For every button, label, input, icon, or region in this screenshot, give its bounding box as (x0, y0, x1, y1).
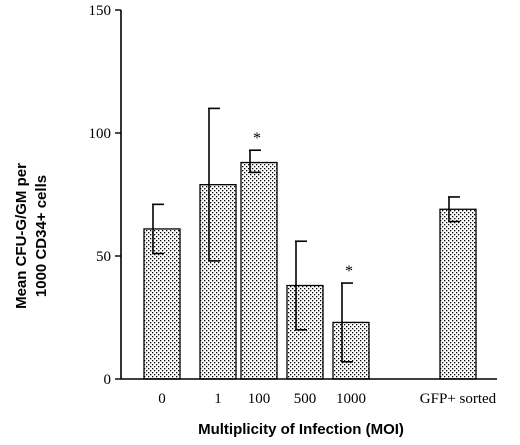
error-bars: ** (152, 107, 460, 363)
y-axis-title-line2: 1000 CD34+ cells (33, 175, 50, 297)
x-tick-label-4: 1000 (336, 391, 366, 407)
x-axis-title: Multiplicity of Infection (MOI) (198, 421, 404, 438)
bar-2 (240, 161, 278, 380)
y-axis: 0 50 100 150 (89, 3, 122, 388)
y-axis-title-line1: Mean CFU-G/GM per (13, 163, 30, 309)
x-tick-label-2: 100 (248, 391, 271, 407)
bar-5 (439, 208, 477, 380)
x-tick-label-1: 1 (214, 391, 222, 407)
y-tick-label-150: 150 (89, 3, 112, 19)
y-tick-label-100: 100 (89, 126, 112, 142)
bar-1 (199, 184, 237, 380)
x-tick-label-5: GFP+ sorted (420, 391, 497, 407)
y-axis-title: Mean CFU-G/GM per 1000 CD34+ cells (13, 163, 50, 309)
bar-0 (143, 228, 181, 380)
significance-marker-4: * (345, 263, 353, 280)
y-tick-label-0: 0 (104, 372, 112, 388)
bar-3 (286, 284, 324, 380)
x-tick-label-3: 500 (294, 391, 317, 407)
bars (143, 161, 477, 380)
bar-4 (332, 321, 370, 380)
x-tick-labels: 0 1 100 500 1000 GFP+ sorted (158, 391, 496, 407)
x-tick-label-0: 0 (158, 391, 166, 407)
y-tick-label-50: 50 (96, 249, 111, 265)
significance-marker-2: * (253, 130, 261, 147)
